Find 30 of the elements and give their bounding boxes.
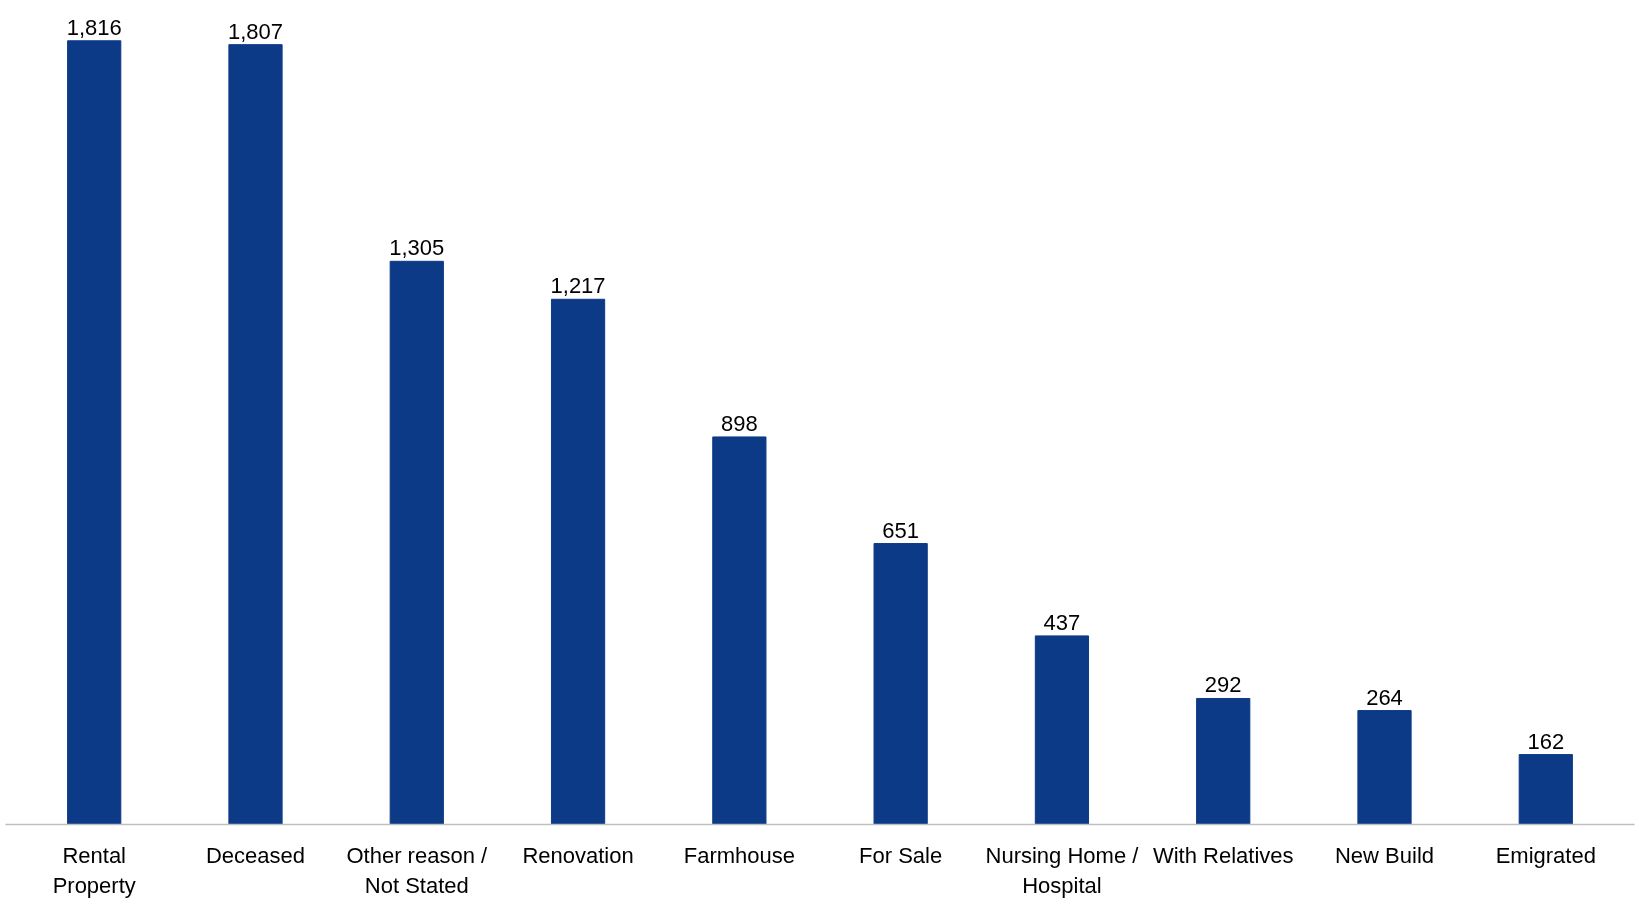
x-tick-label: Other reason / Not Stated [346, 842, 488, 898]
x-tick-label: New Build [1334, 842, 1435, 868]
data-label: 1,807 [227, 18, 284, 44]
data-label: 162 [1527, 728, 1565, 754]
bar [1357, 710, 1412, 825]
data-label: 1,305 [389, 235, 445, 261]
bar [1518, 754, 1573, 825]
x-tick-label: For Sale [859, 842, 943, 868]
x-tick-label: With Relatives [1152, 842, 1294, 868]
bar [550, 298, 606, 825]
data-label: 292 [1204, 672, 1242, 698]
bar [67, 40, 122, 825]
bar [1034, 635, 1090, 825]
bar [1196, 697, 1251, 825]
bar [712, 436, 767, 825]
data-label: 1,217 [550, 273, 606, 299]
data-label: 264 [1366, 684, 1403, 710]
bar [873, 543, 928, 825]
x-tick-label: Rental Property [52, 842, 136, 898]
data-label: 437 [1043, 609, 1081, 635]
data-label: 651 [882, 517, 920, 543]
x-tick-label: Farmhouse [683, 842, 795, 868]
x-tick-label: Emigrated [1495, 842, 1596, 868]
data-label: 1,816 [66, 14, 122, 40]
data-label: 898 [721, 410, 758, 436]
x-tick-label: Nursing Home / Hospital [985, 842, 1140, 898]
x-tick-label: Deceased [205, 842, 306, 868]
x-tick-label: Renovation [522, 842, 634, 868]
bar [228, 44, 283, 825]
bar [389, 260, 444, 825]
